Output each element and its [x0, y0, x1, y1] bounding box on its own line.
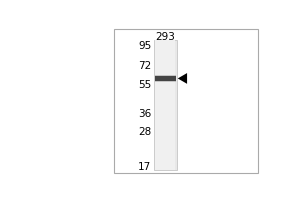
Text: 95: 95 — [138, 41, 152, 51]
Bar — [154, 75, 176, 82]
Bar — [154, 76, 176, 81]
Text: 36: 36 — [138, 109, 152, 119]
Bar — [155, 40, 176, 170]
Text: 17: 17 — [138, 162, 152, 172]
Text: 293: 293 — [155, 32, 175, 42]
Text: 55: 55 — [138, 80, 152, 90]
Text: 72: 72 — [138, 61, 152, 71]
Polygon shape — [178, 73, 187, 84]
Bar — [114, 29, 258, 173]
Bar — [154, 40, 177, 170]
Text: 28: 28 — [138, 127, 152, 137]
